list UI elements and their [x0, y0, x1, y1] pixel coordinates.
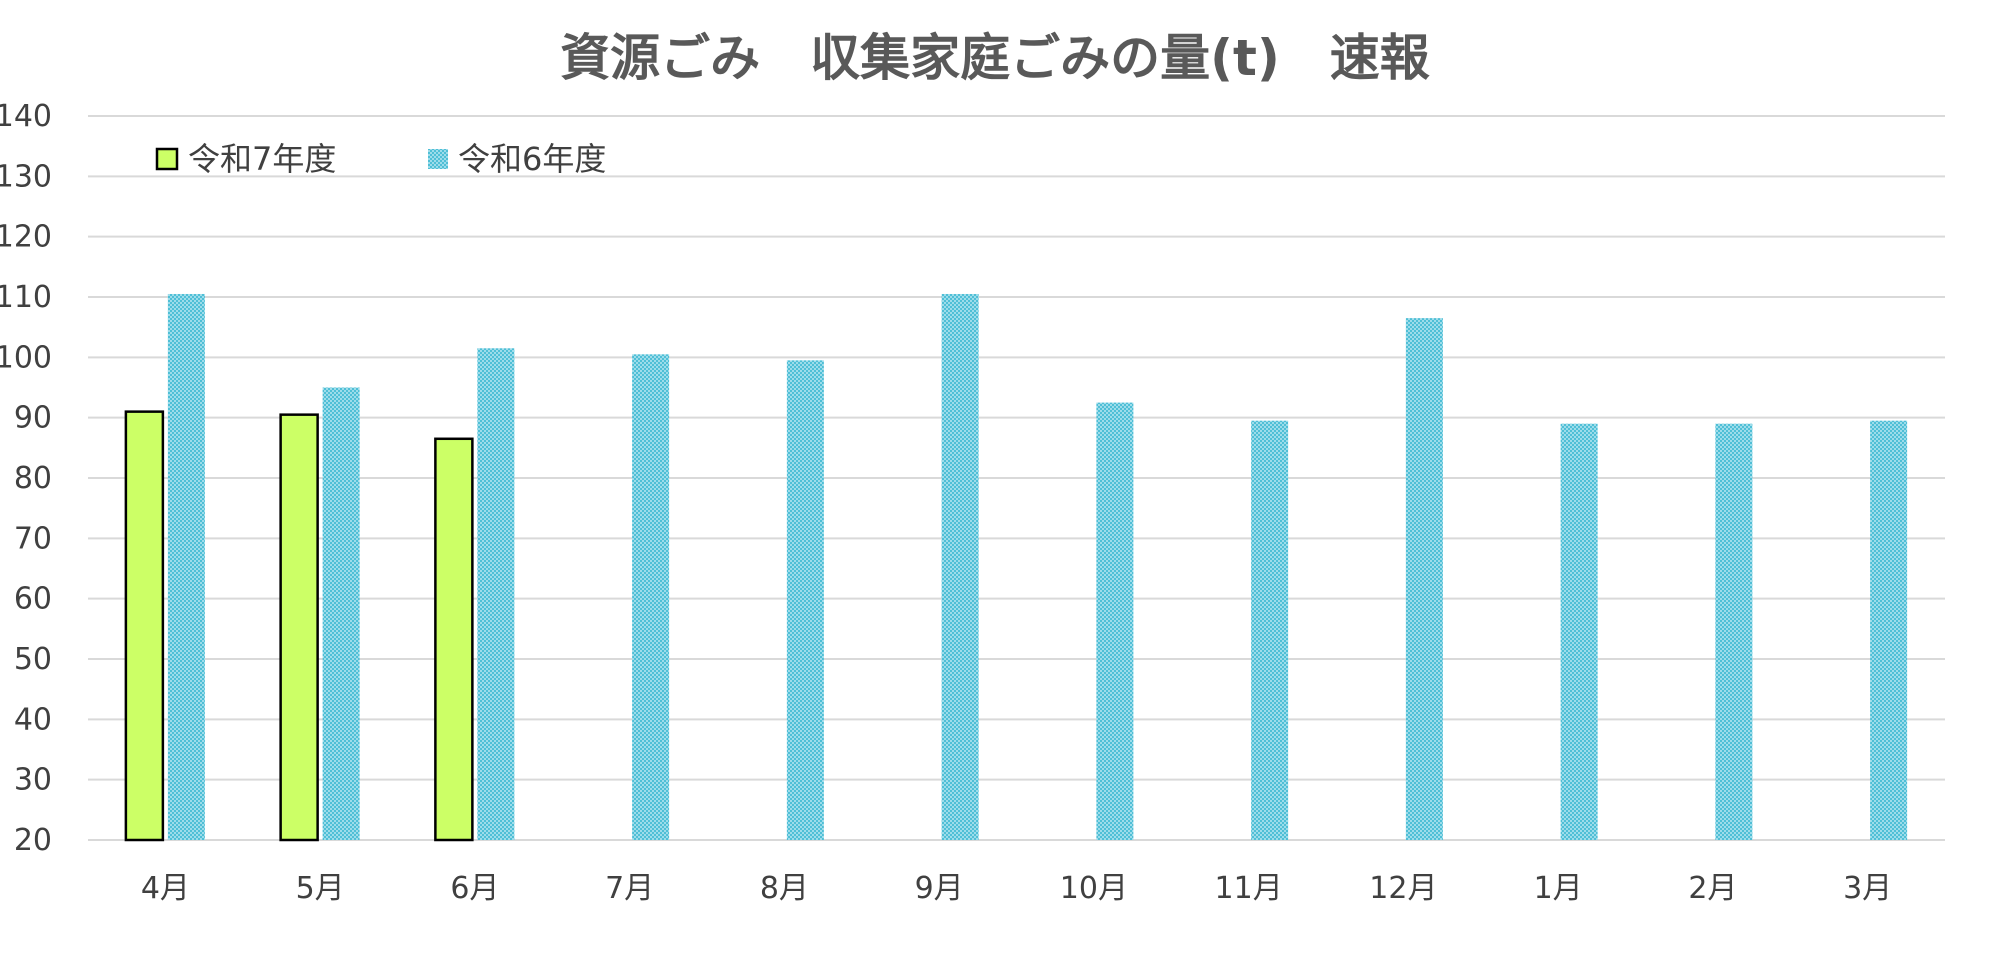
y-tick-label: 80 [14, 461, 52, 496]
bar-series1-5月 [279, 413, 319, 842]
x-tick-label: 2月 [1688, 871, 1737, 906]
y-tick-label: 110 [0, 280, 52, 315]
y-tick-label: 140 [0, 99, 52, 134]
y-tick-label: 30 [14, 763, 52, 798]
x-tick-label: 8月 [760, 871, 809, 906]
y-tick-label: 50 [14, 642, 52, 677]
grid-lines [88, 115, 1945, 841]
x-tick-label: 1月 [1534, 871, 1583, 906]
legend-swatch-series1 [155, 147, 179, 171]
y-tick-label: 100 [0, 340, 52, 375]
bar-series2-8月 [786, 360, 824, 840]
y-tick-label: 90 [14, 401, 52, 436]
bars [124, 293, 1908, 842]
legend-label-series2: 令和6年度 [458, 140, 606, 178]
x-tick-label: 4月 [141, 871, 190, 906]
x-tick-label: 5月 [296, 871, 345, 906]
y-tick-label: 60 [14, 582, 52, 617]
bar-series2-12月 [1405, 318, 1443, 840]
x-tick-label: 11月 [1215, 871, 1283, 906]
y-tick-label: 40 [14, 702, 52, 737]
legend-swatch-series2 [428, 149, 448, 169]
legend-label-series1: 令和7年度 [188, 140, 336, 178]
x-tick-label: 10月 [1060, 871, 1128, 906]
bar-series2-10月 [1096, 402, 1134, 840]
x-tick-label: 12月 [1369, 871, 1437, 906]
bar-series2-3月 [1870, 420, 1908, 840]
y-axis-ticks: 20 30 40 50 60 70 80 90 100 110 120 130 140 [0, 99, 52, 858]
x-tick-label: 3月 [1843, 871, 1892, 906]
y-tick-label: 20 [14, 823, 52, 858]
bar-series1-4月 [124, 410, 165, 842]
legend: 令和7年度 令和6年度 [155, 140, 606, 178]
bar-series2-1月 [1560, 423, 1598, 840]
bar-series2-6月 [477, 348, 515, 840]
x-tick-label: 6月 [450, 871, 499, 906]
y-tick-label: 130 [0, 159, 52, 194]
bar-series2-2月 [1715, 423, 1753, 840]
y-tick-label: 70 [14, 521, 52, 556]
bar-series2-11月 [1251, 420, 1289, 840]
bar-series2-5月 [322, 387, 360, 840]
bar-series2-4月 [167, 293, 205, 840]
bar-series2-9月 [941, 293, 979, 840]
x-tick-label: 9月 [915, 871, 964, 906]
bar-series1-6月 [434, 437, 474, 842]
chart-title: 資源ごみ 収集家庭ごみの量(t) 速報 [560, 29, 1430, 87]
x-tick-label: 7月 [605, 871, 654, 906]
x-axis-ticks: 4月 5月 6月 7月 8月 9月 10月 11月 12月 1月 2月 3月 [141, 871, 1892, 906]
y-tick-label: 120 [0, 220, 52, 255]
bar-series2-7月 [632, 354, 670, 840]
